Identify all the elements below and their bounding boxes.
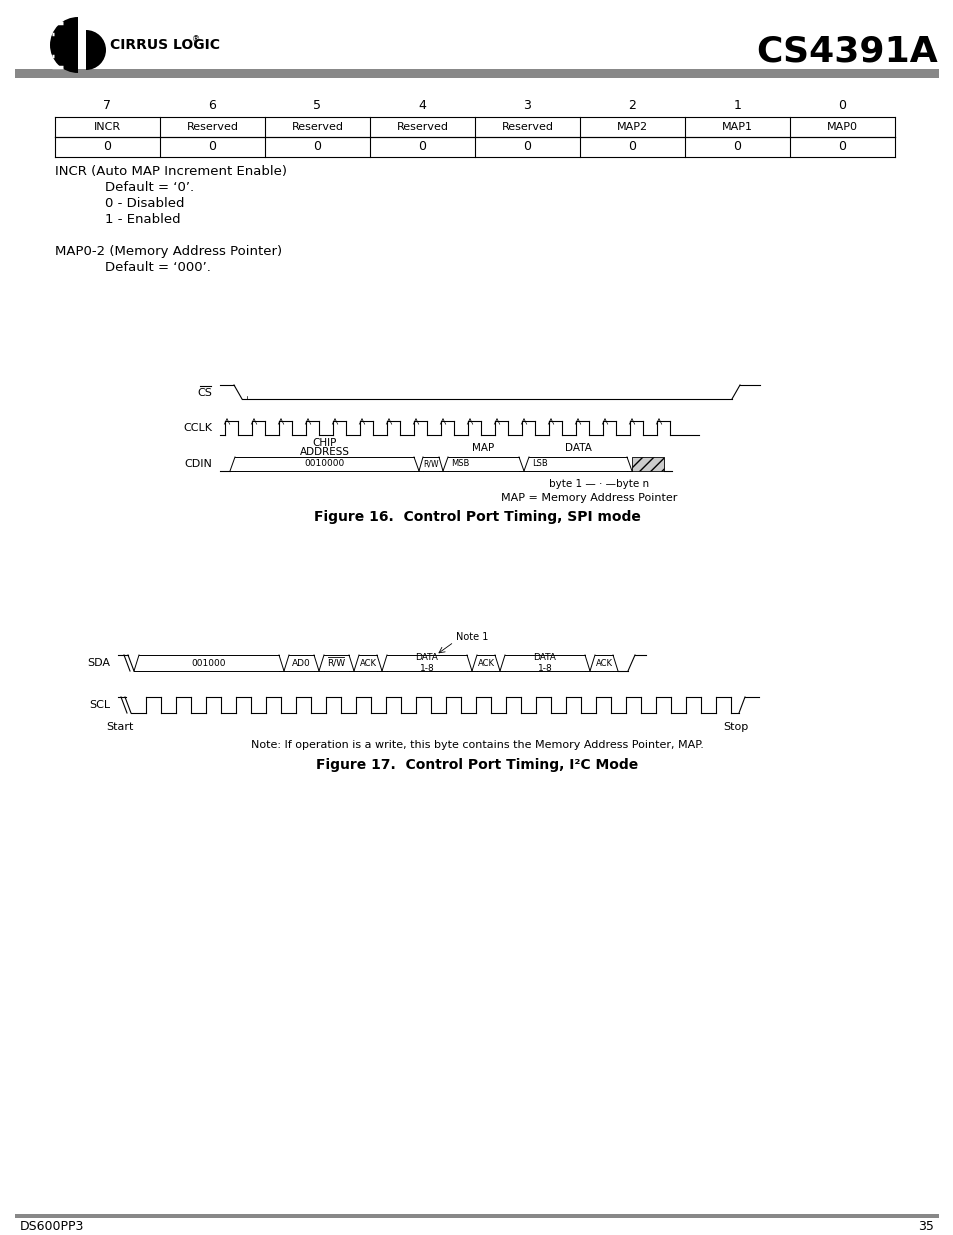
Text: SCL: SCL [89, 700, 110, 710]
Text: 1 - Enabled: 1 - Enabled [105, 212, 180, 226]
Text: MAP: MAP [472, 443, 494, 453]
Text: ACK: ACK [359, 658, 376, 667]
Text: INCR (Auto MAP Increment Enable): INCR (Auto MAP Increment Enable) [55, 165, 287, 178]
Text: ACK: ACK [595, 658, 612, 667]
Text: CS4391A: CS4391A [756, 35, 937, 69]
Text: LSB: LSB [532, 459, 547, 468]
Text: SDA: SDA [87, 658, 110, 668]
Text: ACK: ACK [477, 658, 494, 667]
Text: Default = ‘0’.: Default = ‘0’. [105, 182, 193, 194]
Wedge shape [86, 30, 106, 70]
Text: 1: 1 [733, 99, 740, 112]
Text: 2: 2 [628, 99, 636, 112]
Text: DATA
1-8: DATA 1-8 [533, 653, 556, 673]
Text: DATA: DATA [564, 443, 591, 453]
Text: 0: 0 [103, 141, 112, 153]
Text: Figure 17.  Control Port Timing, I²C Mode: Figure 17. Control Port Timing, I²C Mode [315, 758, 638, 772]
Text: CDIN: CDIN [184, 459, 212, 469]
Text: 7: 7 [103, 99, 112, 112]
Bar [631, 457, 663, 471]
Text: 001000: 001000 [192, 658, 226, 667]
Text: CIRRUS LOGIC: CIRRUS LOGIC [110, 38, 220, 52]
Text: Stop: Stop [723, 722, 748, 732]
Text: Reserved: Reserved [292, 122, 343, 132]
Text: 3: 3 [523, 99, 531, 112]
Text: MAP0-2 (Memory Address Pointer): MAP0-2 (Memory Address Pointer) [55, 245, 282, 258]
Text: Start: Start [106, 722, 133, 732]
Text: Figure 16.  Control Port Timing, SPI mode: Figure 16. Control Port Timing, SPI mode [314, 510, 639, 524]
Text: 4: 4 [418, 99, 426, 112]
Text: R/W: R/W [423, 459, 438, 468]
Text: 6: 6 [209, 99, 216, 112]
Text: 35: 35 [917, 1219, 933, 1233]
Text: DS600PP3: DS600PP3 [20, 1219, 84, 1233]
Text: CHIP: CHIP [312, 438, 336, 448]
Text: 0: 0 [418, 141, 426, 153]
Text: Reserved: Reserved [396, 122, 448, 132]
Text: MAP0: MAP0 [826, 122, 857, 132]
Text: DATA
1-8: DATA 1-8 [416, 653, 438, 673]
Text: 0: 0 [838, 99, 845, 112]
Text: 5: 5 [314, 99, 321, 112]
Text: MAP = Memory Address Pointer: MAP = Memory Address Pointer [500, 493, 677, 503]
Text: 0: 0 [314, 141, 321, 153]
Bar [15, 1214, 938, 1218]
Text: Reserved: Reserved [501, 122, 553, 132]
Bar [15, 69, 938, 78]
Text: 0: 0 [838, 141, 845, 153]
Text: CS: CS [197, 388, 212, 398]
Text: MSB: MSB [451, 459, 469, 468]
Text: 0: 0 [733, 141, 740, 153]
Text: MAP2: MAP2 [617, 122, 647, 132]
Text: ADDRESS: ADDRESS [299, 447, 349, 457]
Text: INCR: INCR [93, 122, 121, 132]
Wedge shape [50, 17, 78, 73]
Text: AD0: AD0 [292, 658, 311, 667]
Text: 0 - Disabled: 0 - Disabled [105, 198, 184, 210]
Text: byte 1 — · —byte n: byte 1 — · —byte n [548, 479, 648, 489]
Text: Reserved: Reserved [186, 122, 238, 132]
Text: 0: 0 [209, 141, 216, 153]
Text: Note 1: Note 1 [456, 632, 488, 642]
Text: MAP1: MAP1 [721, 122, 752, 132]
Text: 0: 0 [628, 141, 636, 153]
Text: Note: If operation is a write, this byte contains the Memory Address Pointer, MA: Note: If operation is a write, this byte… [251, 740, 702, 750]
Text: 0: 0 [523, 141, 531, 153]
Text: 0010000: 0010000 [304, 459, 344, 468]
Text: ®: ® [192, 36, 200, 44]
Text: R/W: R/W [327, 658, 345, 667]
Text: Default = ‘000’.: Default = ‘000’. [105, 261, 211, 274]
Text: CCLK: CCLK [183, 424, 212, 433]
